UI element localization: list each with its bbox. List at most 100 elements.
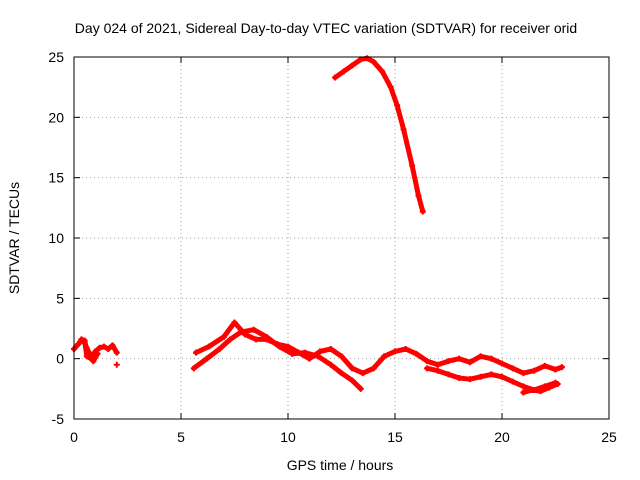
data-point <box>541 362 548 369</box>
data-point <box>488 355 495 362</box>
series-arc-isolated <box>113 361 120 368</box>
data-point <box>109 342 116 349</box>
data-point <box>250 326 257 333</box>
data-point <box>424 365 431 372</box>
data-point <box>100 343 107 350</box>
data-point <box>276 343 283 350</box>
data-point <box>466 359 473 366</box>
data-point <box>90 358 97 365</box>
data-point <box>520 383 527 390</box>
data-point <box>96 344 103 351</box>
series-arc-main-d <box>520 381 561 396</box>
data-point <box>302 349 309 356</box>
data-point <box>558 364 565 371</box>
data-point <box>552 366 559 373</box>
data-point <box>231 319 238 326</box>
data-point <box>520 370 527 377</box>
data-point <box>317 348 324 355</box>
x-tick-label: 0 <box>70 429 78 445</box>
data-point <box>205 343 212 350</box>
y-tick-label: 10 <box>48 230 64 246</box>
x-tick-label: 5 <box>177 429 185 445</box>
data-point <box>445 371 452 378</box>
data-point <box>387 84 394 91</box>
data-point <box>340 68 347 75</box>
series-arc-high <box>332 55 426 215</box>
data-point <box>520 389 527 396</box>
x-tick-label: 25 <box>601 429 617 445</box>
y-tick-label: -5 <box>52 411 65 427</box>
data-point <box>445 358 452 365</box>
data-point <box>477 373 484 380</box>
data-point <box>314 353 321 360</box>
data-point <box>81 339 88 346</box>
y-axis-label: SDTVAR / TECUs <box>6 182 22 294</box>
data-point <box>531 367 538 374</box>
data-point <box>424 358 431 365</box>
y-tick-label: 15 <box>48 170 64 186</box>
data-point <box>554 381 561 388</box>
series-arc-early <box>71 336 120 362</box>
data-point <box>94 350 101 357</box>
grid-layer <box>74 57 609 419</box>
data-point <box>338 370 345 377</box>
y-tick-label: 25 <box>48 49 64 65</box>
data-point <box>434 361 441 368</box>
data-layer <box>71 55 565 396</box>
data-point <box>434 367 441 374</box>
x-tick-label: 15 <box>387 429 403 445</box>
data-point <box>466 376 473 383</box>
data-point <box>488 371 495 378</box>
data-point <box>78 336 85 343</box>
data-point <box>113 349 120 356</box>
data-point <box>338 353 345 360</box>
data-point <box>509 365 516 372</box>
x-tick-label: 10 <box>280 429 296 445</box>
data-point <box>190 365 197 372</box>
data-point <box>263 333 270 340</box>
data-point <box>327 361 334 368</box>
y-tick-label: 0 <box>56 351 64 367</box>
chart-title: Day 024 of 2021, Sidereal Day-to-day VTE… <box>75 20 577 36</box>
series-arc-main-b <box>190 326 364 392</box>
x-axis-label: GPS time / hours <box>287 457 394 473</box>
data-point <box>413 350 420 357</box>
x-tick-label: 20 <box>494 429 510 445</box>
data-point <box>499 373 505 380</box>
data-point <box>216 346 223 353</box>
data-point <box>252 336 259 343</box>
data-point <box>456 374 463 381</box>
y-tick-label: 5 <box>56 290 64 306</box>
data-point <box>289 350 296 357</box>
data-point <box>409 162 416 169</box>
data-point <box>349 377 356 384</box>
data-point <box>349 365 356 372</box>
data-point <box>306 355 313 362</box>
data-point <box>203 355 210 362</box>
data-point <box>370 365 377 372</box>
data-point <box>227 336 234 343</box>
data-point <box>379 68 386 75</box>
data-point <box>415 192 422 199</box>
data-point <box>400 126 407 133</box>
data-point <box>349 62 356 69</box>
data-point <box>381 353 388 360</box>
data-point <box>357 385 364 392</box>
data-point <box>105 346 112 353</box>
plot-border <box>73 56 610 420</box>
data-point <box>537 388 544 395</box>
data-point <box>359 370 366 377</box>
data-point <box>546 384 553 391</box>
data-point <box>509 378 516 385</box>
series-arc-early-b <box>81 339 101 365</box>
data-point <box>370 58 377 65</box>
data-point <box>402 346 409 353</box>
data-point <box>113 361 120 368</box>
y-tick-label: 20 <box>48 109 64 125</box>
data-point <box>528 387 535 394</box>
data-point <box>477 353 484 360</box>
data-point <box>85 349 92 356</box>
data-point <box>332 74 339 81</box>
